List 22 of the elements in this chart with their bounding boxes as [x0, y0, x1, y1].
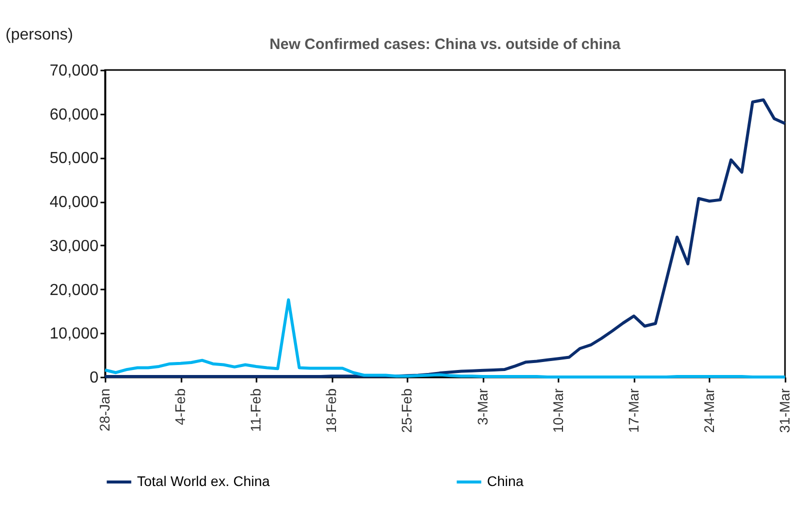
y-tick-label: 30,000: [50, 238, 99, 255]
y-tick-label: 20,000: [50, 282, 99, 299]
chart-title: New Confirmed cases: China vs. outside of china: [270, 36, 622, 53]
x-tick-label: 10-Mar: [550, 388, 566, 433]
legend-label: China: [487, 473, 524, 489]
y-tick-label: 60,000: [50, 106, 99, 124]
x-tick-label: 3-Mar: [474, 388, 490, 426]
x-tick-label: 25-Feb: [398, 388, 415, 433]
y-tick-label: 40,000: [50, 194, 99, 212]
x-tick-label: 18-Feb: [323, 388, 340, 433]
y-axis-title: (persons): [6, 26, 74, 44]
y-tick-label: 0: [90, 370, 99, 386]
x-tick-label: 24-Mar: [700, 388, 717, 433]
y-tick-label: 10,000: [50, 326, 99, 343]
y-tick-label: 50,000: [50, 150, 99, 168]
x-tick-label: 31-Mar: [776, 388, 792, 433]
x-tick-label: 17-Mar: [625, 388, 642, 433]
legend-label: Total World ex. China: [137, 473, 270, 489]
x-tick-label: 28-Jan: [96, 388, 112, 432]
x-tick-label: 4-Feb: [172, 388, 188, 426]
y-tick-label: 70,000: [50, 62, 99, 80]
x-tick-label: 11-Feb: [248, 388, 264, 432]
